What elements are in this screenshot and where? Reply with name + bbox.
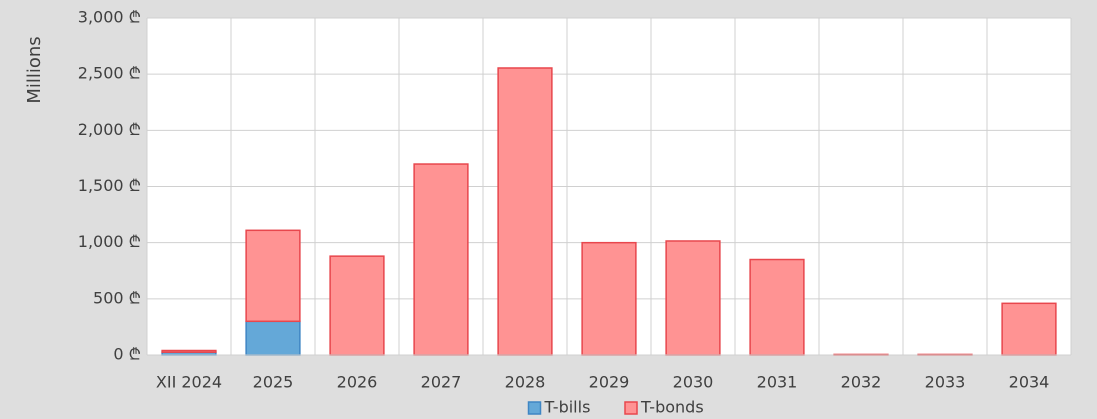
y-tick-label: 500 ₾ (93, 288, 141, 307)
bar-segment (665, 240, 721, 356)
bar-segment (581, 241, 637, 356)
bar-segment (329, 255, 385, 356)
y-tick-label: 2,500 ₾ (78, 64, 141, 83)
x-tick-label: 2034 (1009, 373, 1050, 392)
legend-swatch (527, 401, 542, 415)
legend-label: T-bills (544, 398, 591, 417)
x-tick-label: XII 2024 (156, 373, 222, 392)
bar-segment (413, 163, 469, 356)
y-tick-label: 1,500 ₾ (78, 176, 141, 195)
bar-segment (497, 67, 553, 356)
x-tick-label: 2028 (505, 373, 546, 392)
bar-segment (245, 229, 301, 323)
y-axis-title: Millions (24, 36, 45, 103)
x-tick-label: 2030 (673, 373, 714, 392)
x-tick-label: 2025 (253, 373, 294, 392)
legend-label: T-bonds (640, 398, 704, 417)
y-tick-label: 1,000 ₾ (78, 232, 141, 251)
y-tick-label: 0 ₾ (113, 345, 141, 364)
y-tick-label: 3,000 ₾ (78, 8, 141, 27)
bar-segment (1001, 302, 1057, 356)
x-tick-label: 2033 (925, 373, 966, 392)
bar-segment (749, 258, 805, 356)
x-tick-label: 2027 (421, 373, 462, 392)
legend-swatch (624, 401, 638, 415)
x-tick-label: 2031 (757, 373, 798, 392)
x-tick-label: 2029 (589, 373, 630, 392)
x-tick-label: 2026 (337, 373, 378, 392)
x-tick-label: 2032 (841, 373, 882, 392)
y-tick-label: 2,000 ₾ (78, 120, 141, 139)
bar-segment (161, 349, 217, 353)
bar-segment (245, 320, 301, 356)
